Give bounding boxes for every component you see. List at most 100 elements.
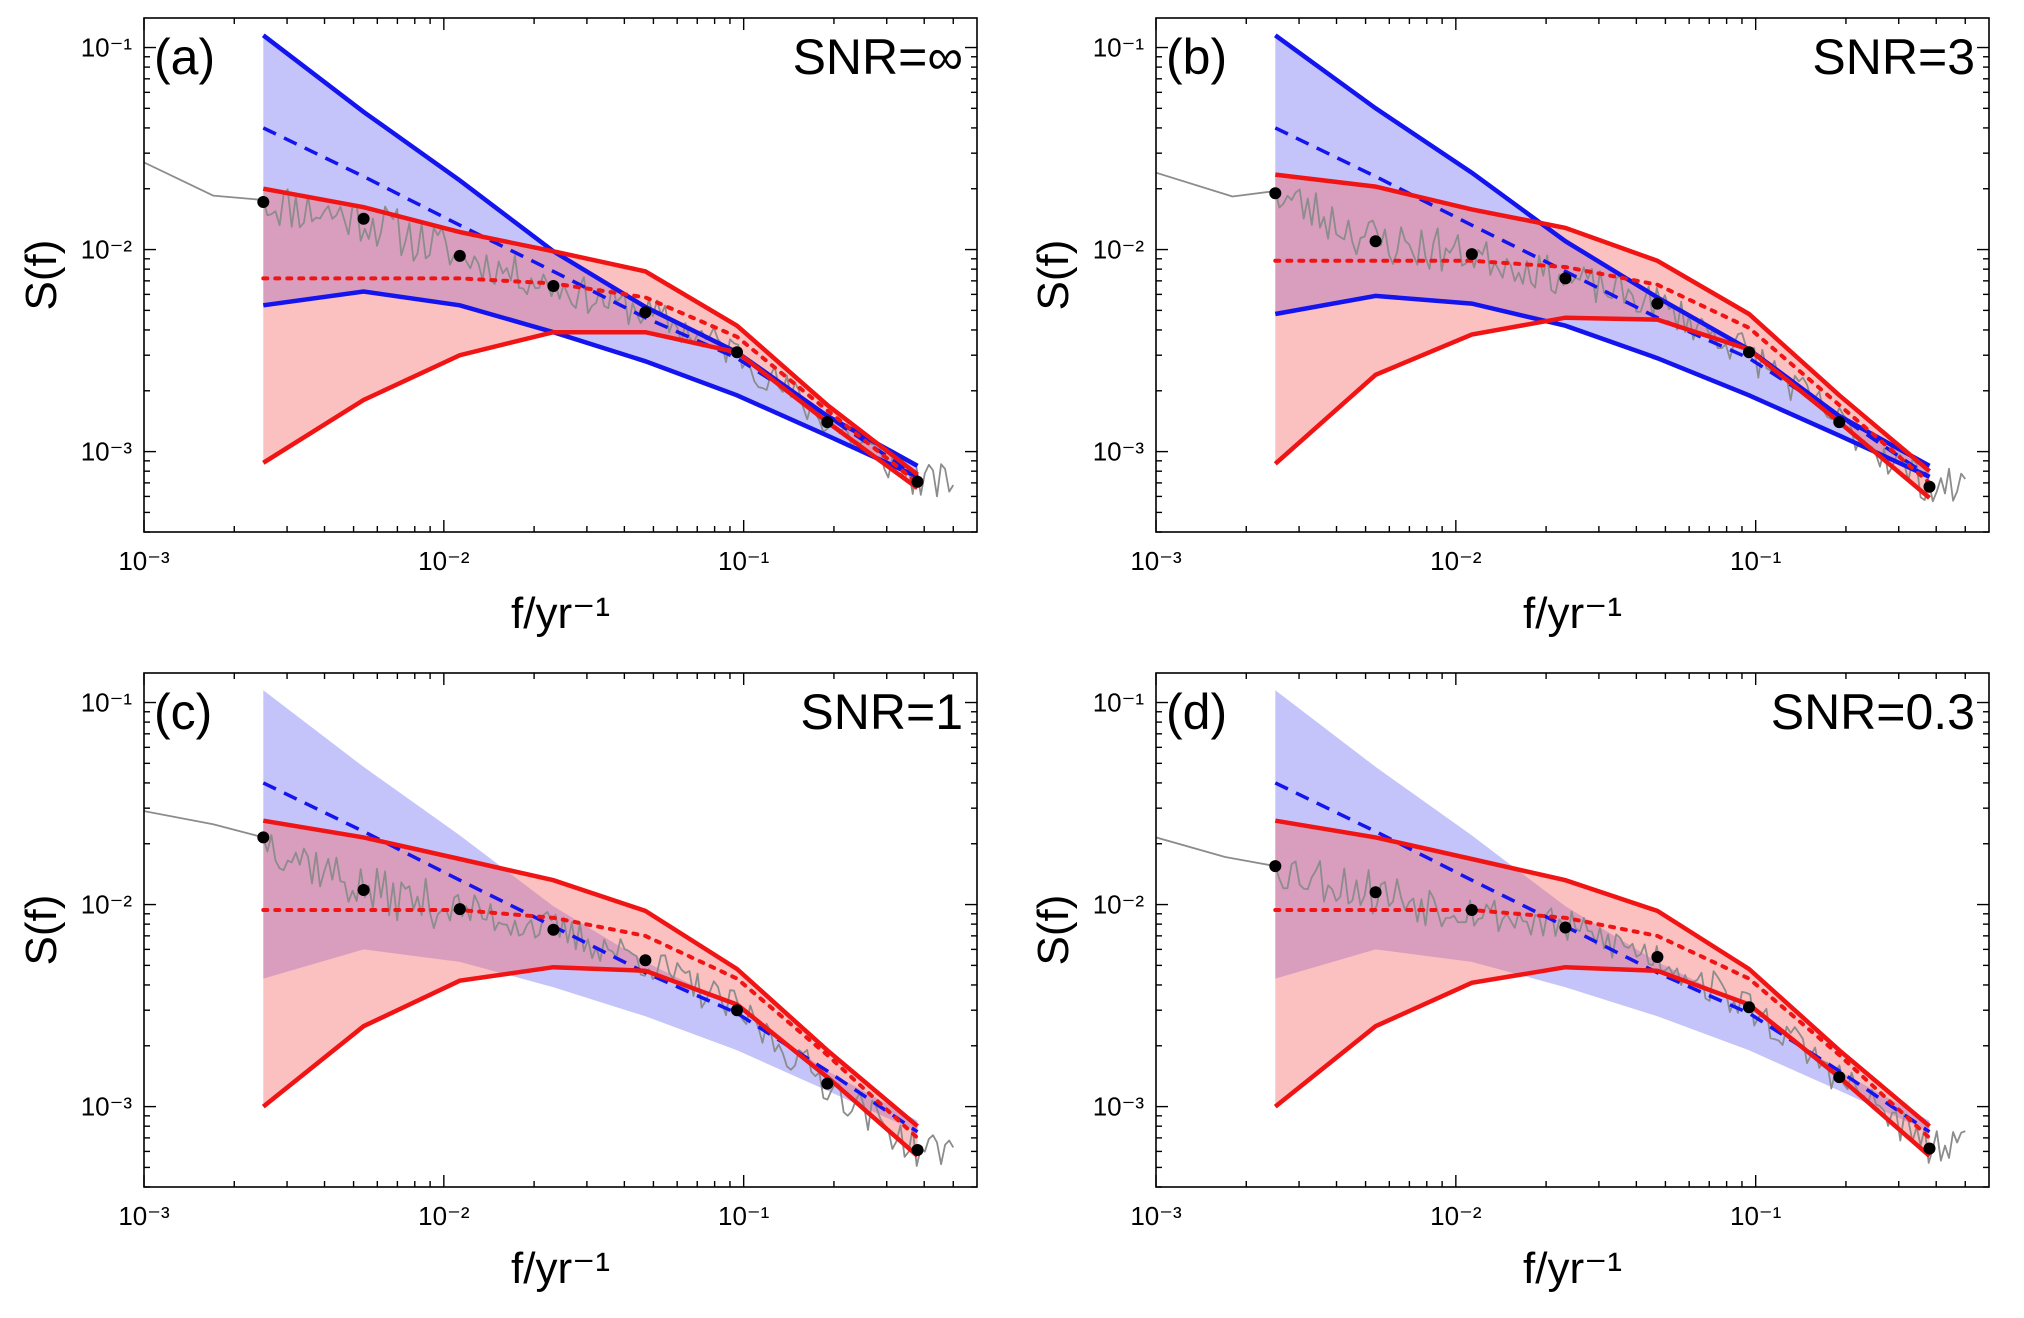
red-upper-line — [1274, 818, 1931, 1128]
panel-label: (c) — [154, 684, 212, 740]
data-point — [821, 1077, 834, 1090]
panel-a: 10⁻³ 10⁻² 10⁻¹ 10⁻³ 10⁻² 10⁻¹ f/yr⁻¹ S(f) (a) SNR… — [17, 17, 978, 638]
axis-ticks — [143, 18, 977, 533]
data-point — [1743, 1001, 1755, 1014]
red-lower-line — [262, 329, 919, 490]
blue-band — [263, 690, 918, 1132]
x-tick-label: 10⁻² — [418, 546, 470, 576]
y-tick-label: 10⁻³ — [1093, 437, 1145, 467]
y-tick-label: 10⁻² — [1093, 235, 1145, 265]
y-axis-label: S(f) — [1029, 240, 1078, 311]
red-band — [263, 820, 918, 1156]
y-axis-label: S(f) — [17, 240, 66, 311]
blue-upper-line — [261, 33, 919, 468]
y-tick-label: 10⁻¹ — [81, 688, 133, 718]
red-band — [1275, 174, 1930, 498]
y-tick-label: 10⁻³ — [81, 1092, 133, 1122]
panel-label: (d) — [1166, 684, 1227, 740]
data-point — [639, 306, 652, 319]
x-tick-label: 10⁻² — [418, 1201, 470, 1231]
data-point — [547, 280, 560, 292]
axis-ticks — [1155, 673, 1989, 1188]
y-tick-label: 10⁻² — [1093, 890, 1145, 920]
data-point — [1269, 860, 1282, 873]
x-tick-label: 10⁻² — [1430, 546, 1482, 576]
blue-median-dashed-line — [262, 781, 919, 1134]
axis-ticks — [1155, 18, 1989, 533]
data-point — [257, 831, 270, 844]
blue-lower-line — [262, 289, 919, 479]
plot-frame — [1155, 17, 1990, 533]
panel-c: 10⁻³ 10⁻² 10⁻¹ 10⁻³ 10⁻² 10⁻¹ f/yr⁻¹ S(f) (c) SNR… — [17, 672, 978, 1293]
data-point — [357, 212, 370, 225]
red-median-dotted-line — [261, 908, 920, 1140]
x-axis-label: f/yr⁻¹ — [1523, 1244, 1622, 1293]
x-axis-label: f/yr⁻¹ — [1523, 589, 1622, 638]
blue-median-dashed-line — [1274, 126, 1931, 479]
x-tick-label: 10⁻¹ — [1730, 1201, 1782, 1231]
plot-frame — [143, 672, 978, 1188]
x-tick-label: 10⁻¹ — [718, 1201, 770, 1231]
data-point — [1743, 346, 1755, 359]
x-tick-label: 10⁻³ — [1130, 1201, 1182, 1231]
data-point — [1833, 1071, 1846, 1084]
data-point — [453, 249, 466, 262]
y-tick-label: 10⁻³ — [81, 437, 133, 467]
data-point — [453, 903, 466, 916]
x-tick-label: 10⁻¹ — [718, 546, 770, 576]
data-point — [1269, 187, 1282, 200]
x-tick-label: 10⁻¹ — [1730, 546, 1782, 576]
plot-frame — [143, 17, 978, 533]
x-tick-label: 10⁻³ — [118, 1201, 170, 1231]
data-point — [357, 884, 370, 896]
y-tick-label: 10⁻³ — [1093, 1092, 1145, 1122]
data-point — [1923, 480, 1936, 493]
red-lower-line — [1273, 964, 1931, 1158]
plot-frame — [1155, 672, 1990, 1188]
data-point — [731, 346, 743, 359]
red-upper-line — [1275, 172, 1931, 473]
data-point — [257, 196, 270, 208]
panel-b: 10⁻³ 10⁻² 10⁻¹ 10⁻³ 10⁻² 10⁻¹ f/yr⁻¹ S(f) (b) SNR… — [1029, 17, 1990, 638]
red-median-dotted-line — [261, 276, 920, 485]
x-axis-label: f/yr⁻¹ — [511, 589, 610, 638]
plot-area — [1156, 33, 1967, 503]
red-median-dotted-line — [1273, 908, 1932, 1140]
data-point — [1369, 235, 1382, 248]
panel-label: (b) — [1166, 29, 1227, 85]
plot-area — [144, 33, 955, 498]
snr-annotation: SNR=1 — [800, 684, 963, 740]
y-tick-label: 10⁻¹ — [1093, 688, 1145, 718]
y-axis-label: S(f) — [17, 895, 66, 966]
red-median-dotted-line — [1273, 258, 1932, 485]
x-axis-label: f/yr⁻¹ — [511, 1244, 610, 1293]
data-point — [1369, 886, 1382, 899]
red-lower-line — [261, 964, 919, 1158]
red-band — [1275, 820, 1930, 1156]
x-tick-label: 10⁻³ — [1130, 546, 1182, 576]
data-point — [1651, 951, 1664, 963]
plot-area — [1156, 690, 1966, 1164]
blue-median-dashed-line — [1274, 781, 1931, 1134]
data-point — [821, 416, 834, 429]
axis-ticks — [143, 673, 977, 1188]
x-tick-label: 10⁻³ — [118, 546, 170, 576]
y-tick-label: 10⁻¹ — [1093, 33, 1145, 63]
red-upper-line — [262, 186, 919, 477]
snr-annotation: SNR=∞ — [793, 29, 963, 85]
y-tick-label: 10⁻² — [81, 890, 133, 920]
plot-area — [144, 690, 955, 1167]
red-upper-line — [262, 818, 919, 1128]
x-tick-label: 10⁻² — [1430, 1201, 1482, 1231]
panel-d: 10⁻³ 10⁻² 10⁻¹ 10⁻³ 10⁻² 10⁻¹ f/yr⁻¹ S(f) (d) SNR… — [1029, 672, 1990, 1293]
snr-annotation: SNR=0.3 — [1771, 684, 1975, 740]
y-tick-label: 10⁻² — [81, 235, 133, 265]
data-point — [1559, 272, 1572, 285]
data-point — [1465, 248, 1478, 261]
red-lower-line — [1273, 315, 1931, 500]
data-point — [1559, 921, 1572, 934]
blue-upper-line — [1273, 33, 1931, 468]
blue-median-dashed-line — [262, 126, 919, 479]
y-axis-label: S(f) — [1029, 895, 1078, 966]
panel-label: (a) — [154, 29, 215, 85]
